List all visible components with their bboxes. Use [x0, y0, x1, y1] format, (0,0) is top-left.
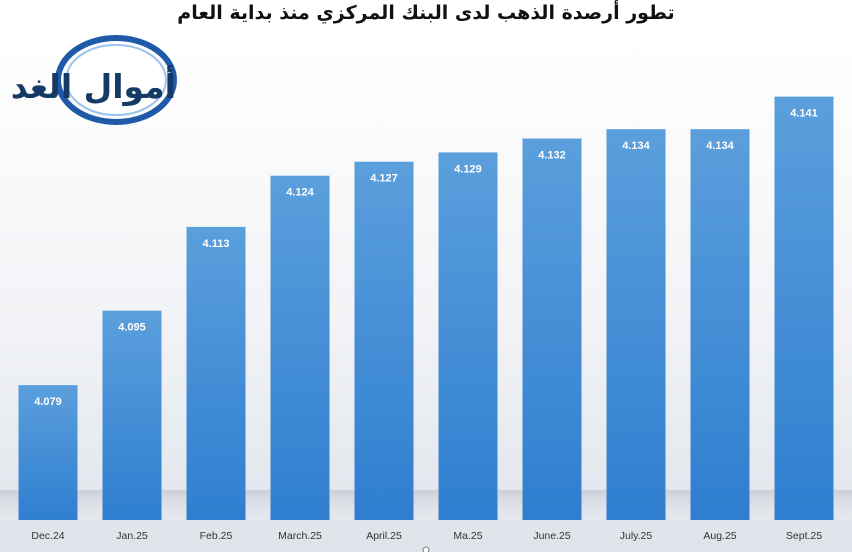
bar-value-label: 4.113 [203, 238, 230, 250]
bars [18, 96, 834, 520]
bar-ma-25 [438, 152, 498, 520]
bar-dec-24 [18, 385, 78, 520]
chart-title: تطور أرصدة الذهب لدى البنك المركزي منذ ب… [177, 2, 675, 24]
bar-june-25 [522, 138, 582, 520]
logo-ring [55, 35, 177, 125]
x-tick-label: Jan.25 [116, 530, 148, 542]
bar-value-label: 4.134 [706, 140, 734, 152]
bar-july-25 [606, 129, 666, 520]
logo-ring-inner [65, 44, 167, 116]
logo: أموال الغد [4, 34, 180, 134]
bar-jan-25 [102, 310, 162, 520]
bar-value-labels: 4.079 4.095 4.113 4.124 4.127 4.129 4.132 4.134… [34, 108, 818, 409]
bar-sept-25 [774, 96, 834, 520]
x-axis-tick-labels: Dec.24 Jan.25 Feb.25 March.25 April.25 Ma.25 J… [31, 530, 822, 542]
bottom-handle-marker [422, 546, 430, 552]
x-tick-label: Aug.25 [703, 530, 736, 542]
bar-value-label: 4.079 [34, 396, 62, 408]
bar-value-label: 4.095 [118, 322, 146, 334]
x-tick-label: June.25 [533, 530, 571, 542]
x-tick-label: Ma.25 [453, 530, 482, 542]
bar-april-25 [354, 161, 414, 520]
bar-value-label: 4.129 [454, 163, 482, 175]
bar-value-label: 4.124 [286, 187, 314, 199]
bar-feb-25 [186, 226, 246, 520]
bar-value-label: 4.134 [622, 140, 650, 152]
x-tick-label: March.25 [278, 530, 322, 542]
x-tick-label: Dec.24 [31, 530, 64, 542]
bar-value-label: 4.132 [538, 150, 566, 162]
x-tick-label: July.25 [620, 530, 653, 542]
bar-value-label: 4.141 [790, 108, 818, 120]
x-tick-label: Feb.25 [200, 530, 233, 542]
x-tick-label: Sept.25 [786, 530, 822, 542]
bar-aug-25 [690, 129, 750, 520]
bar-march-25 [270, 175, 330, 520]
x-tick-label: April.25 [366, 530, 402, 542]
bar-value-label: 4.127 [370, 173, 398, 185]
logo-text: أموال الغد [11, 65, 176, 107]
